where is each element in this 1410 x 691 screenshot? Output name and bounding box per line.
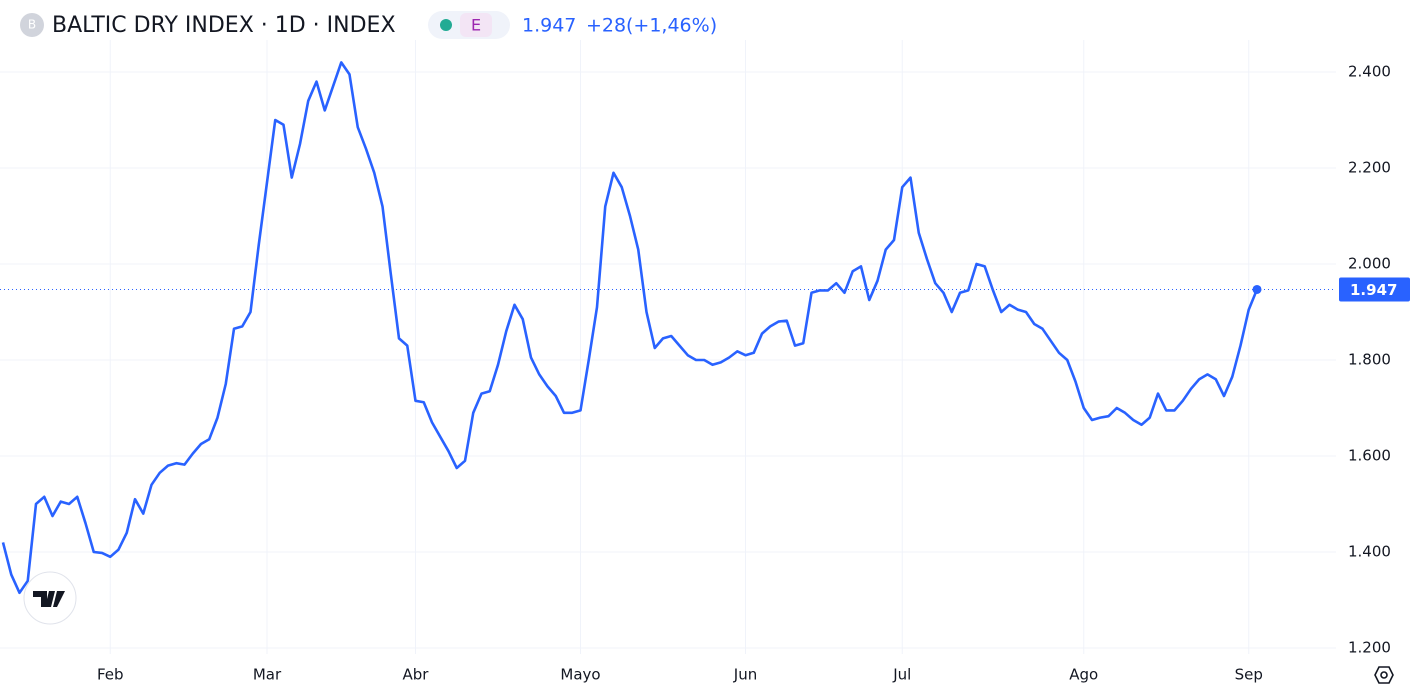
last-point xyxy=(1252,284,1262,294)
price-line xyxy=(1,61,1259,595)
x-tick-label: Abr xyxy=(403,666,430,684)
y-tick-label: 1.800 xyxy=(1348,351,1391,369)
symbol-icon-letter: B xyxy=(28,18,36,32)
last-price-tag-label: 1.947 xyxy=(1350,281,1397,299)
y-tick-label: 2.000 xyxy=(1348,255,1391,273)
x-tick-label: Mayo xyxy=(560,666,600,684)
y-tick-label: 2.400 xyxy=(1348,63,1391,81)
y-tick-label: 1.200 xyxy=(1348,639,1391,657)
x-tick-label: Jul xyxy=(892,666,911,684)
badge-bg xyxy=(460,13,492,37)
x-tick-label: Ago xyxy=(1069,666,1098,684)
logo-mark xyxy=(33,591,65,607)
price-change: +28 xyxy=(586,15,626,37)
settings-hex xyxy=(1374,666,1394,684)
x-tick-label: Mar xyxy=(253,666,282,684)
last-price-tag xyxy=(1339,277,1410,302)
settings-dot xyxy=(1380,671,1388,679)
x-tick-label: Sep xyxy=(1235,666,1263,684)
price-change-pct: (+1,46%) xyxy=(626,15,717,37)
tv-logo[interactable] xyxy=(23,571,77,625)
symbol-title[interactable]: BALTIC DRY INDEX · 1D · INDEX xyxy=(52,13,396,38)
y-tick-label: 1.400 xyxy=(1348,543,1391,561)
y-tick-label: 1.600 xyxy=(1348,447,1391,465)
y-tick-label: 2.200 xyxy=(1348,159,1391,177)
settings-icon[interactable] xyxy=(1374,666,1394,684)
last-price: 1.947 xyxy=(522,15,576,37)
badge: E xyxy=(471,16,481,35)
header: B BALTIC DRY INDEX · 1D · INDEX E 1.947 … xyxy=(20,11,717,39)
symbol-icon xyxy=(20,13,44,37)
market-status-dot xyxy=(440,19,452,31)
x-tick-label: Jun xyxy=(733,666,757,684)
x-tick-label: Feb xyxy=(97,666,124,684)
